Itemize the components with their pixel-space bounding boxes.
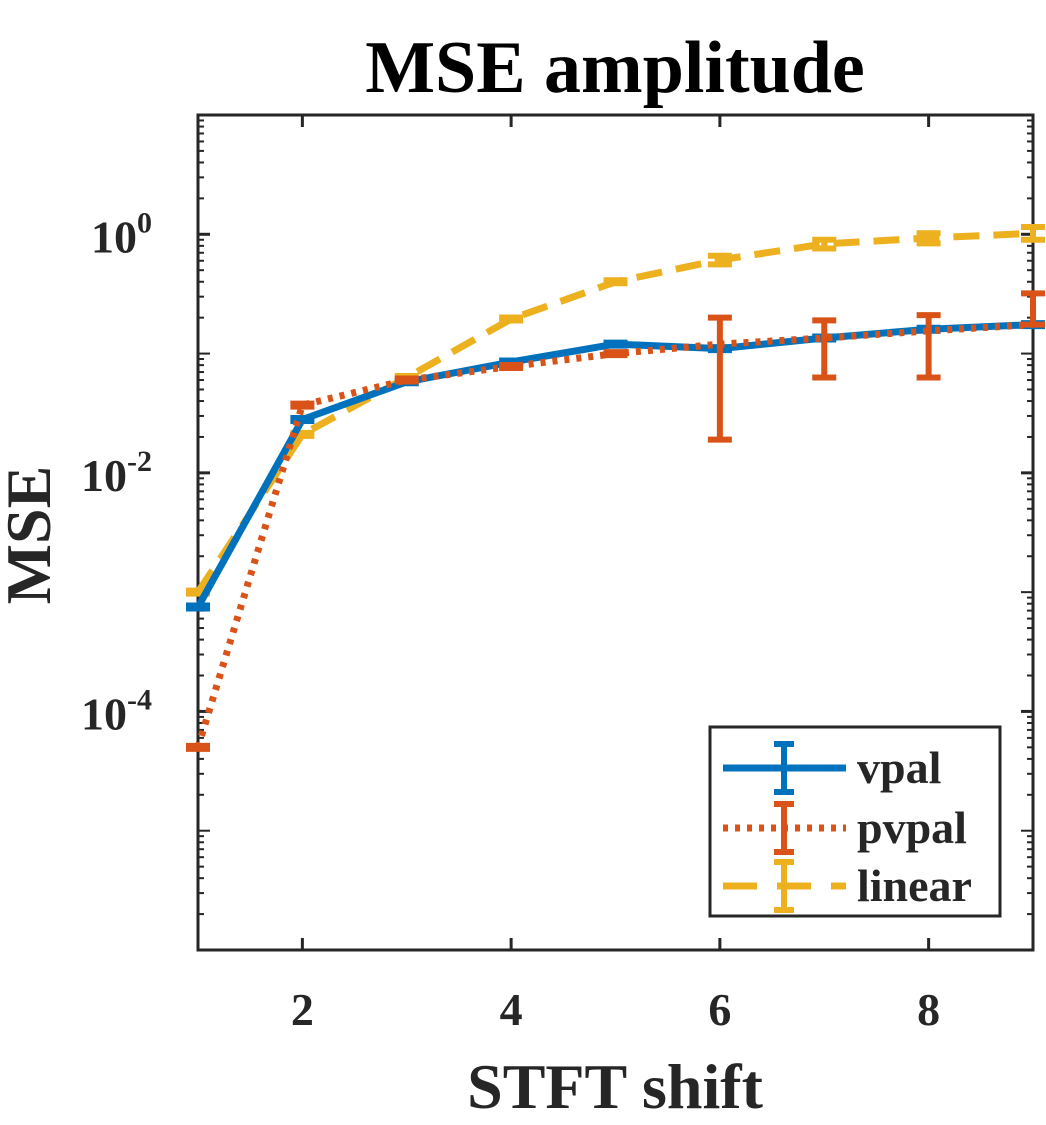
y-tick-label: 10-4 bbox=[81, 683, 152, 739]
plot-frame bbox=[196, 113, 1035, 952]
error-bar-pvpal bbox=[1021, 290, 1045, 328]
x-tick-label: 2 bbox=[291, 984, 314, 1035]
series-layer bbox=[186, 224, 1045, 752]
legend-entry-vpal: vpal bbox=[723, 741, 941, 795]
error-bar-linear bbox=[707, 252, 732, 268]
legend-label: pvpal bbox=[857, 802, 967, 853]
series-line-pvpal bbox=[194, 321, 1034, 749]
legend-label: vpal bbox=[857, 742, 941, 793]
legend: vpal pvpal linear bbox=[708, 725, 1002, 918]
chart-title: MSE amplitude bbox=[365, 27, 865, 109]
series-line-vpal bbox=[194, 321, 1034, 609]
y-axis-label: MSE bbox=[0, 466, 64, 605]
y-tick-label: 10-2 bbox=[81, 445, 152, 501]
y-tick-label: 100 bbox=[91, 206, 152, 262]
axes: 2 4 6 8 10-4 10-2 100 bbox=[81, 113, 1035, 1035]
series-vpal bbox=[186, 320, 1045, 612]
error-bar-linear bbox=[916, 230, 941, 247]
series-linear bbox=[186, 224, 1045, 597]
legend-entry-linear: linear bbox=[723, 859, 972, 913]
legend-entry-pvpal: pvpal bbox=[723, 801, 967, 855]
error-bar-linear bbox=[812, 236, 837, 252]
error-bar-pvpal bbox=[707, 314, 732, 443]
legend-box bbox=[708, 725, 1002, 918]
x-tick-label: 6 bbox=[708, 984, 731, 1035]
error-bar-pvpal bbox=[916, 312, 941, 381]
x-axis-label: STFT shift bbox=[467, 1051, 764, 1122]
x-axis-ticks: 2 4 6 8 bbox=[291, 115, 940, 1035]
series-pvpal bbox=[186, 290, 1045, 752]
x-tick-label: 8 bbox=[917, 984, 940, 1035]
minor-ticks bbox=[198, 119, 1033, 916]
error-bar-pvpal bbox=[812, 317, 837, 381]
legend-label: linear bbox=[857, 860, 972, 911]
error-bar-linear bbox=[1021, 224, 1045, 243]
y-axis-ticks: 10-4 10-2 100 bbox=[81, 206, 1033, 739]
x-tick-label: 4 bbox=[500, 984, 523, 1035]
